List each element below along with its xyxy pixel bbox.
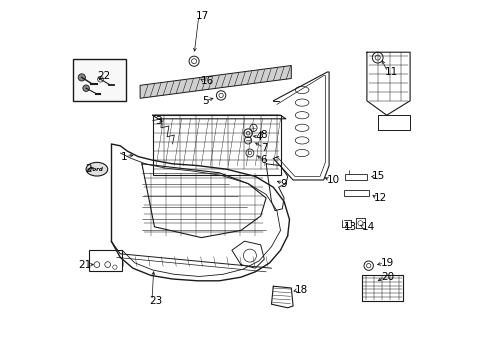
Ellipse shape bbox=[86, 162, 107, 176]
Text: 16: 16 bbox=[201, 76, 214, 86]
Text: 1: 1 bbox=[121, 152, 127, 162]
Text: 18: 18 bbox=[294, 285, 307, 295]
Text: Ford: Ford bbox=[90, 167, 103, 172]
Bar bbox=[345, 174, 366, 180]
Polygon shape bbox=[140, 66, 291, 98]
Circle shape bbox=[82, 85, 89, 91]
Text: 12: 12 bbox=[373, 193, 386, 203]
Text: 22: 22 bbox=[97, 71, 110, 81]
Text: 2: 2 bbox=[85, 164, 91, 174]
Text: 19: 19 bbox=[381, 258, 394, 268]
Circle shape bbox=[78, 74, 85, 81]
Text: 17: 17 bbox=[196, 11, 209, 21]
Bar bbox=[89, 250, 122, 271]
Text: 15: 15 bbox=[371, 171, 385, 181]
Text: 5: 5 bbox=[202, 96, 208, 106]
Text: 8: 8 bbox=[260, 130, 267, 140]
Text: 11: 11 bbox=[384, 67, 397, 77]
Text: 6: 6 bbox=[260, 155, 267, 165]
Text: 14: 14 bbox=[361, 222, 374, 232]
Text: 9: 9 bbox=[280, 179, 286, 189]
Text: 20: 20 bbox=[381, 272, 394, 282]
Text: 21: 21 bbox=[78, 260, 91, 270]
Bar bbox=[152, 115, 280, 175]
Text: 3: 3 bbox=[155, 116, 162, 126]
Text: 23: 23 bbox=[149, 296, 162, 306]
Text: 4: 4 bbox=[255, 132, 262, 142]
Bar bbox=[73, 59, 125, 101]
Text: 13: 13 bbox=[343, 222, 356, 232]
Bar bbox=[343, 190, 368, 196]
Text: 7: 7 bbox=[260, 143, 267, 153]
Text: 10: 10 bbox=[326, 175, 340, 185]
